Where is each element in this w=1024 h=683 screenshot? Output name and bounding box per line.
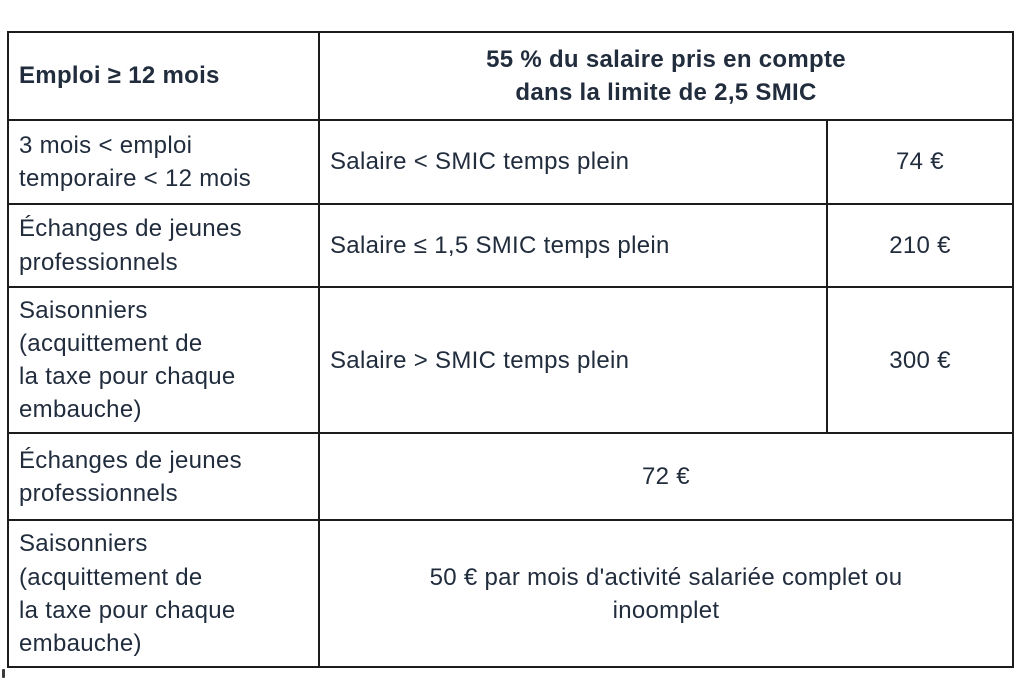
header-salary-rule: 55 % du salaire pris en compte dans la l… [318,31,1014,121]
row-merged-amount: 50 € par mois d'activité salariée comple… [318,519,1014,668]
table-row: 3 mois < emploi temporaire < 12 mois Sal… [7,119,1014,205]
table-row: Saisonniers (acquittement de la taxe pou… [7,519,1014,668]
scan-artifact-mark [2,669,5,678]
row-salary-condition: Salaire ≤ 1,5 SMIC temps plein [318,203,828,288]
row-amount: 74 € [826,119,1014,205]
row-salary-condition: Salaire > SMIC temps plein [318,285,828,435]
table-row: Saisonniers (acquittement de la taxe pou… [7,285,1014,435]
row-category-label: 3 mois < emploi temporaire < 12 mois [7,119,320,205]
row-category-label: Saisonniers (acquittement de la taxe pou… [7,285,320,435]
row-category-label: Échanges de jeunes professionnels [7,203,320,288]
table-row: Échanges de jeunes professionnels Salair… [7,203,1014,288]
table-header-row: Emploi ≥ 12 mois 55 % du salaire pris en… [7,31,1014,121]
row-salary-condition: Salaire < SMIC temps plein [318,119,828,205]
salary-tax-table: Emploi ≥ 12 mois 55 % du salaire pris en… [7,31,1014,668]
row-amount: 300 € [826,285,1014,435]
row-category-label: Échanges de jeunes professionnels [7,432,320,522]
header-employment-label: Emploi ≥ 12 mois [7,31,320,121]
row-amount: 210 € [826,203,1014,288]
row-merged-amount: 72 € [318,432,1014,522]
table-row: Échanges de jeunes professionnels 72 € [7,432,1014,522]
row-category-label: Saisonniers (acquittement de la taxe pou… [7,519,320,668]
